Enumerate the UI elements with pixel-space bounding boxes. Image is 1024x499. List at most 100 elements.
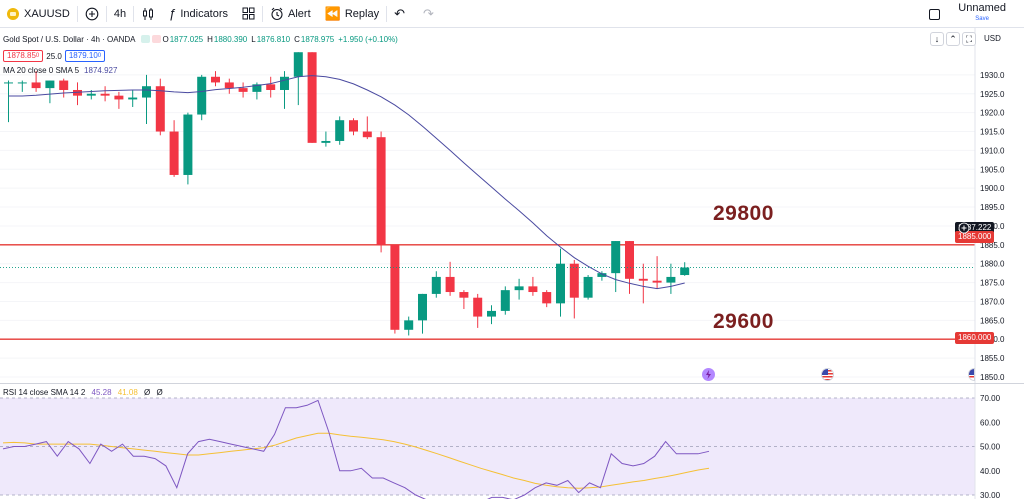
candle [197, 74, 207, 121]
interval-button[interactable]: 4h [107, 0, 133, 28]
rsi-axis[interactable]: 70.00 60.00 50.00 40.00 30.00 [980, 394, 1001, 499]
ma-legend-value: 1874.927 [84, 65, 118, 75]
candle [390, 244, 400, 334]
price-tick-label: 1905.0 [980, 165, 1005, 174]
price-tick-label: 1865.0 [980, 316, 1005, 325]
candle-body [86, 93, 96, 96]
toolbar-divider [105, 5, 107, 22]
us-flag-event-icon-partial[interactable] [968, 368, 975, 381]
rsi-tick-label: 30.00 [980, 491, 1001, 499]
scroll-down-icon[interactable]: ↓ [930, 32, 944, 46]
candle-body [4, 82, 13, 84]
candle [169, 120, 179, 177]
candle-body [652, 280, 662, 283]
maximize-icon[interactable]: ⛶ [962, 32, 976, 46]
undo-button[interactable]: ↶ [387, 0, 416, 28]
candle-body [114, 95, 124, 100]
price-tick-label: 1915.0 [980, 128, 1005, 137]
price-chart[interactable]: 1930.0 1925.0 1920.0 1915.0 1910.0 1905.0 1900… [0, 28, 1024, 384]
candle [293, 52, 303, 106]
candle-body [252, 84, 262, 92]
candle [100, 86, 110, 102]
candle-body [169, 131, 179, 175]
legend-change: +1.950 (+0.10%) [338, 34, 398, 44]
close-value: 1878.975 [300, 34, 335, 44]
price-tick-label: 1880.0 [980, 260, 1005, 269]
compare-symbol-button[interactable] [78, 0, 106, 28]
interval-label: 4h [113, 7, 127, 20]
candle [500, 286, 510, 315]
ma-line [8, 75, 685, 290]
candle-body [625, 241, 634, 279]
eye-icon[interactable] [140, 35, 150, 43]
candle-body [293, 52, 303, 77]
candle-body [100, 93, 110, 96]
layout-name: Unnamed [958, 2, 1006, 14]
candle-body [459, 292, 469, 298]
indicators-button[interactable]: ƒ Indicators [162, 0, 235, 28]
plus-circle-icon [85, 7, 99, 20]
currency-label[interactable]: USD [984, 34, 1001, 43]
add-alert-plus-icon[interactable] [958, 222, 970, 234]
high-value: 1880.390 [213, 34, 248, 44]
candle [680, 262, 690, 276]
annotation-lower[interactable]: 29600 [713, 310, 774, 333]
candle [528, 276, 538, 296]
toolbar-divider [133, 5, 135, 22]
legend-low: L1876.810 [251, 35, 290, 44]
redo-button[interactable]: ↷ [416, 0, 445, 28]
candle-body [390, 244, 400, 330]
indicators-icon: ƒ [169, 6, 177, 21]
candle [376, 131, 386, 253]
price-tick-label: 1910.0 [980, 146, 1005, 155]
rsi-pane[interactable]: 70.00 60.00 50.00 40.00 30.00 [0, 384, 1024, 499]
templates-button[interactable] [235, 0, 262, 28]
symbol-search-button[interactable]: XAUUSD [0, 0, 77, 28]
candle-body [528, 286, 538, 293]
alert-button[interactable]: Alert [263, 0, 318, 28]
ma-legend-row: MA 20 close 0 SMA 5 1874.927 [3, 64, 402, 76]
candle-body [142, 86, 151, 98]
price-tick-label: 1895.0 [980, 203, 1005, 212]
candle [583, 275, 593, 300]
candle-body [376, 137, 386, 245]
candle-body [431, 276, 441, 294]
replay-button[interactable]: ⏪ Replay [318, 0, 386, 28]
indicators-label: Indicators [180, 7, 229, 20]
annotation-upper[interactable]: 29800 [713, 202, 774, 225]
candle [349, 118, 358, 136]
horizontal-levels [0, 244, 975, 340]
redo-icon: ↷ [423, 5, 434, 21]
candle-body [556, 263, 565, 304]
sell-button[interactable]: 1878.850 [3, 50, 44, 62]
candle-body [680, 267, 690, 276]
candle [459, 290, 469, 310]
layout-save-status: Save [975, 16, 989, 22]
rsi-tick-label: 50.00 [980, 443, 1001, 452]
price-tick-label: 1900.0 [980, 184, 1005, 193]
layout-checkbox-icon[interactable] [929, 8, 941, 20]
us-flag-event-icon[interactable] [821, 368, 834, 381]
sell-price: 1878.85 [7, 51, 36, 60]
us-flag-icon [969, 369, 974, 380]
rewind-icon: ⏪ [324, 5, 341, 21]
candle [114, 91, 124, 109]
main-legend: Gold Spot / U.S. Dollar · 4h · OANDA O18… [3, 33, 402, 76]
rsi-legend: RSI 14 close SMA 14 2 45.28 41.08 Ø Ø [3, 388, 163, 397]
candle [666, 263, 676, 294]
price-tick-label: 1875.0 [980, 279, 1005, 288]
candle-body [197, 76, 207, 115]
symbol-label: XAUUSD [24, 7, 70, 20]
lightning-event-icon[interactable] [702, 368, 715, 381]
price-tick-label: 1855.0 [980, 354, 1005, 363]
buy-button[interactable]: 1879.100 [64, 50, 106, 62]
layout-name-button[interactable]: Unnamed Save [958, 3, 1006, 25]
collapse-icon[interactable]: ⌃ [946, 32, 960, 46]
price-tick-label: 1870.0 [980, 297, 1005, 306]
chart-type-button[interactable] [134, 0, 162, 28]
spread-value: 25.0 [46, 51, 62, 61]
price-tick-label: 1885.0 [980, 241, 1005, 250]
us-flag-icon [822, 369, 833, 380]
candle [59, 78, 69, 98]
settings-icon[interactable] [151, 35, 161, 43]
